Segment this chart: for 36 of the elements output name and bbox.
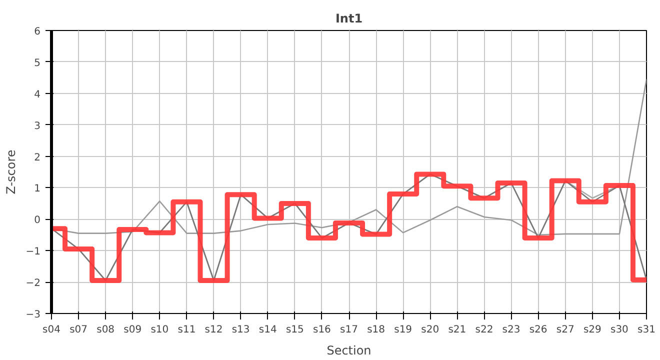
x-tick-label: s13 [232,324,250,336]
x-tick-label: s20 [421,324,440,336]
x-tick-label: s23 [502,324,520,336]
x-tick-label: s10 [150,324,169,336]
y-tick-label: 5 [34,58,41,69]
x-tick-label: s26 [529,324,548,336]
x-tick-label: s22 [475,324,494,336]
x-tick-label: s30 [610,324,628,336]
x-tick-label: s07 [70,324,88,336]
x-tick-label: s21 [448,324,466,336]
chart-title: Int1 [335,12,363,26]
x-tick-label: s18 [367,324,386,336]
y-tick-label: 0 [34,215,41,226]
y-tick-label: −3 [26,310,41,320]
x-tick-label: s11 [178,324,196,336]
x-axis-title: Section [326,344,372,358]
x-tick-label: s08 [96,324,115,336]
y-tick-label: −1 [26,246,41,258]
x-tick-label: s29 [583,324,602,336]
y-tick-label: 1 [34,184,41,195]
x-tick-label: s19 [394,324,412,336]
x-tick-label: s09 [124,324,142,336]
y-tick-label: 2 [34,152,41,164]
x-tick-label: s12 [204,324,223,336]
x-tick-label: s14 [258,324,277,336]
x-tick-label: s04 [42,324,60,336]
y-tick-label: −2 [26,278,41,290]
x-tick-label: s17 [340,324,358,336]
x-tick-label: s15 [286,324,304,336]
x-tick-label: s27 [556,324,574,336]
y-tick-label: 3 [34,120,41,132]
y-axis-title: Z-score [4,150,18,194]
y-tick-label: 4 [34,89,41,100]
x-tick-label: s16 [312,324,331,336]
x-tick-label: s31 [638,324,656,336]
y-tick-label: 6 [34,26,41,38]
